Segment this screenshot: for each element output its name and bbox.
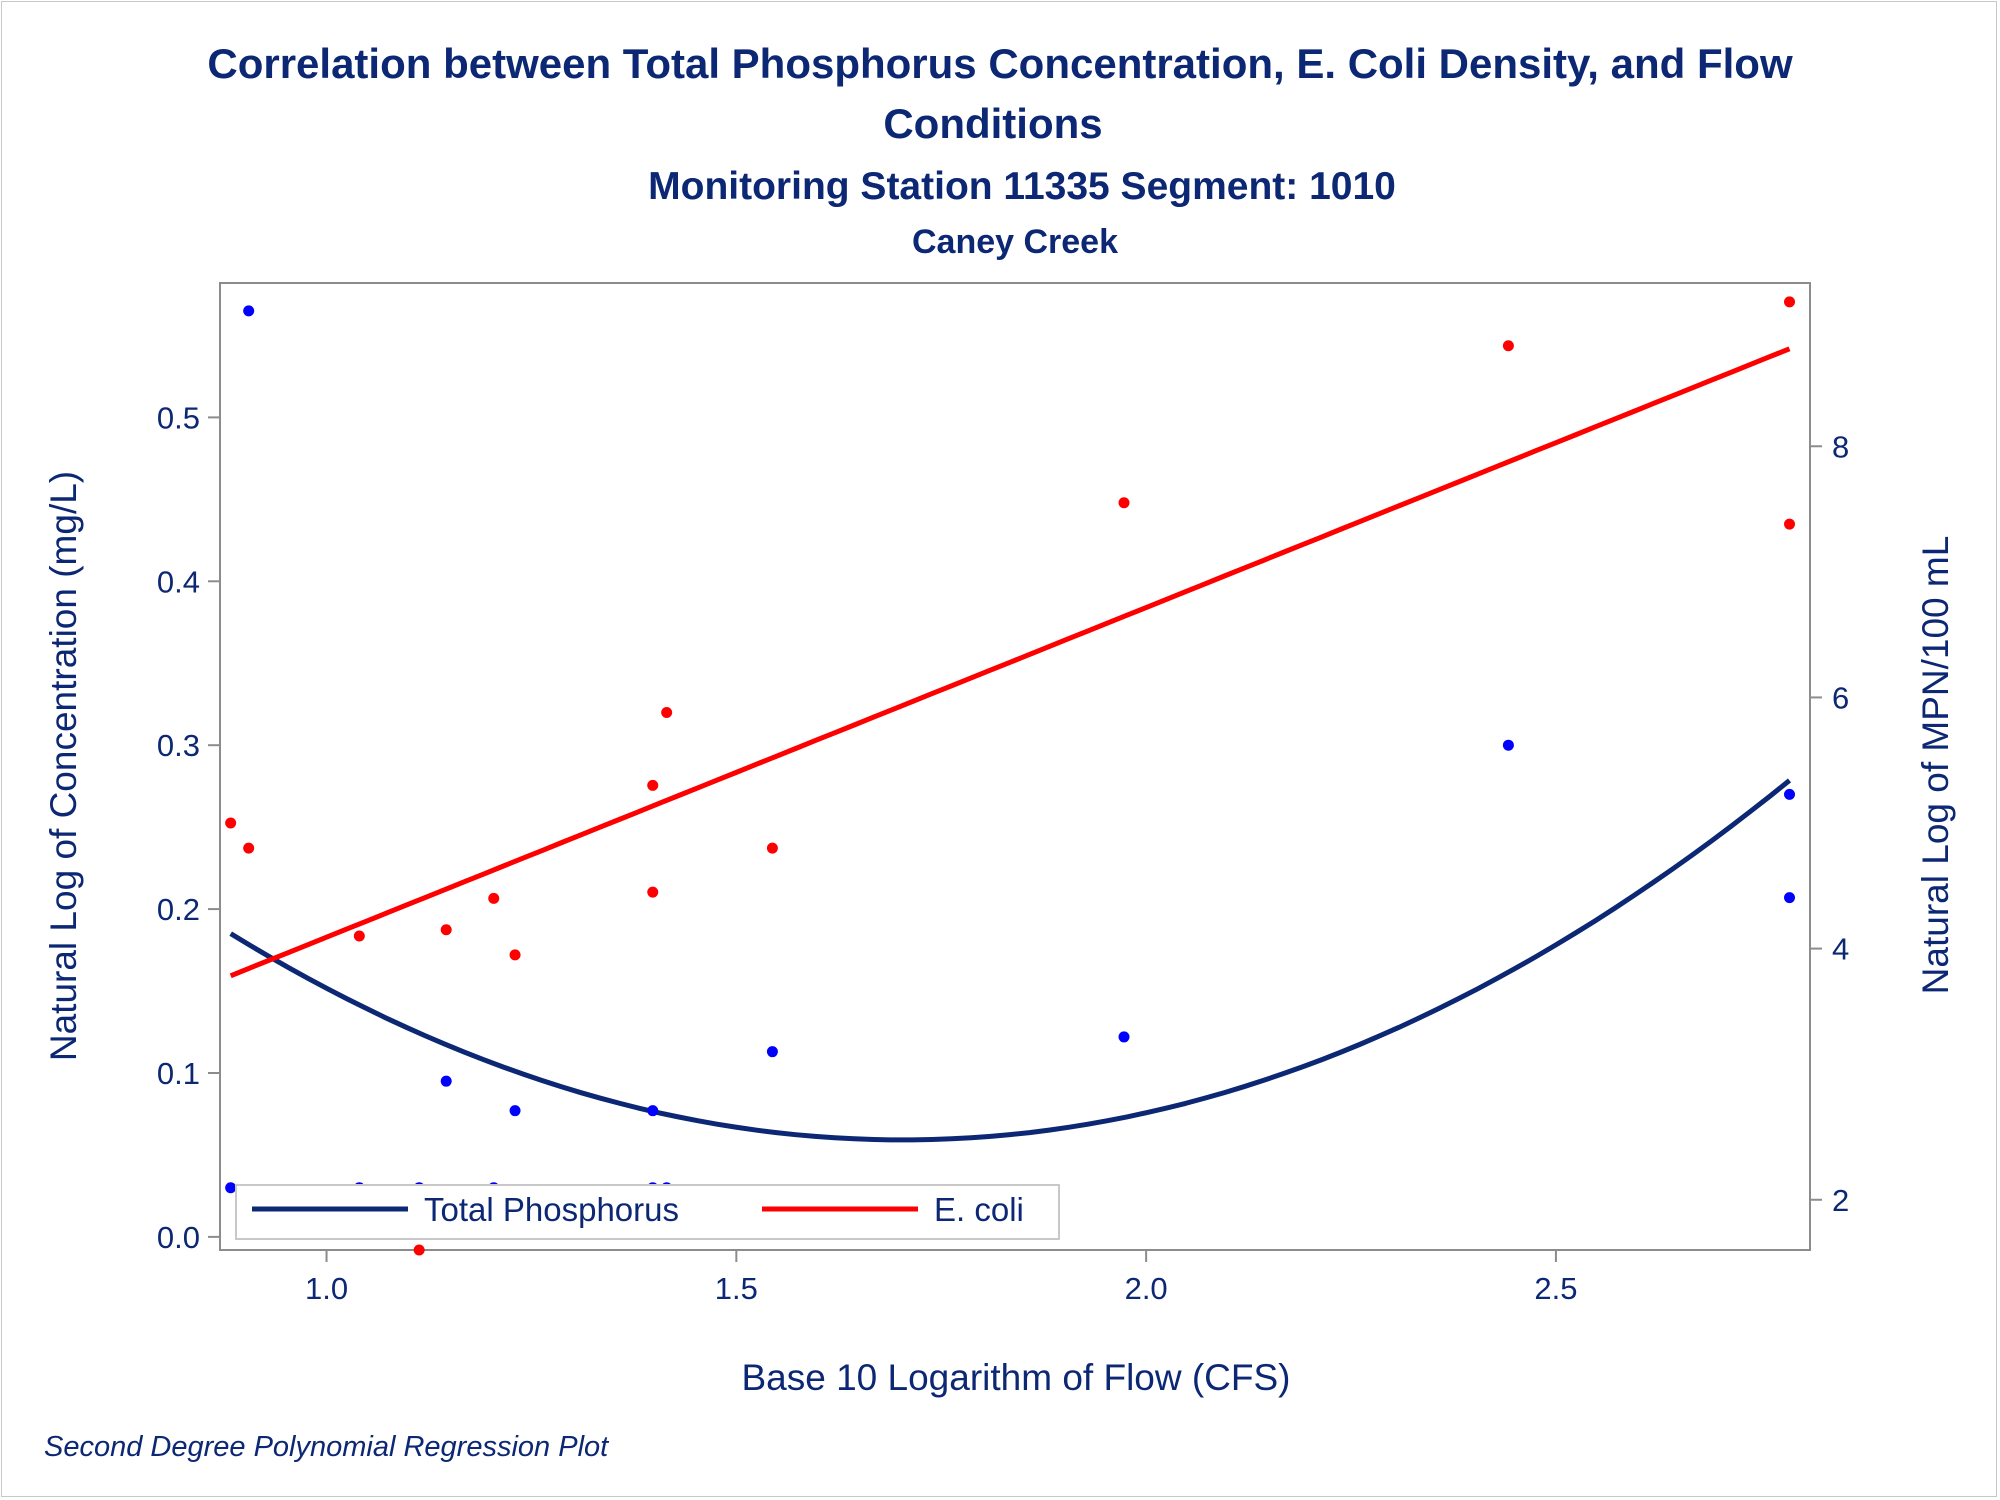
y-left-tick-label: 0.3 <box>157 728 200 763</box>
fit-line-total-phosphorus <box>229 778 1792 1143</box>
data-point-e-coli <box>647 886 659 898</box>
y-axis-left: 0.0 0.1 0.2 0.3 0.4 0.5 <box>157 400 220 1255</box>
data-point-e-coli <box>440 924 452 936</box>
fit-line-e-coli <box>229 346 1791 979</box>
data-point-total-phosphorus <box>225 1182 237 1194</box>
y-axis-right-label: Natural Log of MPN/100 mL <box>1915 536 1956 995</box>
x-tick-label: 1.0 <box>305 1271 348 1306</box>
data-point-e-coli <box>225 817 237 829</box>
data-point-total-phosphorus <box>766 1046 778 1058</box>
legend: Total Phosphorus E. coli <box>235 1184 1060 1240</box>
y-right-tick-label: 2 <box>1832 1183 1849 1218</box>
data-point-e-coli <box>1784 518 1796 530</box>
chart-title: Correlation between Total Phosphorus Con… <box>207 40 1793 87</box>
x-tick-label: 2.5 <box>1534 1271 1577 1306</box>
data-point-total-phosphorus <box>243 305 255 317</box>
x-tick-label: 1.5 <box>715 1271 758 1306</box>
data-point-e-coli <box>353 930 365 942</box>
chart-title-line2: Conditions <box>883 100 1102 147</box>
x-tick-label: 2.0 <box>1125 1271 1168 1306</box>
data-point-total-phosphorus <box>1502 739 1514 751</box>
legend-label-total-phosphorus: Total Phosphorus <box>424 1191 679 1228</box>
legend-label-e-coli: E. coli <box>934 1191 1024 1228</box>
chart-subtitle: Monitoring Station 11335 Segment: 1010 <box>648 165 1396 208</box>
data-point-e-coli <box>661 706 673 718</box>
data-point-e-coli <box>647 779 659 791</box>
y-left-tick-label: 0.4 <box>157 564 200 599</box>
data-point-total-phosphorus <box>1784 892 1796 904</box>
data-point-e-coli <box>766 842 778 854</box>
legend-box <box>235 1184 1060 1240</box>
data-point-e-coli <box>488 892 500 904</box>
data-point-e-coli <box>509 949 521 961</box>
data-point-e-coli <box>243 842 255 854</box>
data-point-e-coli <box>1784 296 1796 308</box>
y-axis-right: 2 4 6 8 <box>1810 429 1849 1218</box>
x-axis-label: Base 10 Logarithm of Flow (CFS) <box>741 1357 1290 1398</box>
data-point-total-phosphorus <box>1118 1031 1130 1043</box>
y-right-tick-label: 8 <box>1832 429 1849 464</box>
y-left-tick-label: 0.1 <box>157 1056 200 1091</box>
data-point-e-coli <box>413 1244 425 1256</box>
y-left-tick-label: 0.2 <box>157 892 200 927</box>
x-axis: 1.0 1.5 2.0 2.5 <box>305 1250 1577 1306</box>
data-point-total-phosphorus <box>1784 788 1796 800</box>
data-point-e-coli <box>1118 497 1130 509</box>
data-point-e-coli <box>1502 340 1514 352</box>
data-point-total-phosphorus <box>647 1105 659 1117</box>
y-left-tick-label: 0.0 <box>157 1220 200 1255</box>
y-left-tick-label: 0.5 <box>157 400 200 435</box>
regression-lines <box>229 346 1792 1143</box>
y-right-tick-label: 4 <box>1832 932 1849 967</box>
chart-subtitle-2: Caney Creek <box>912 223 1118 261</box>
y-axis-left-label: Natural Log of Concentration (mg/L) <box>43 471 84 1061</box>
footnote: Second Degree Polynomial Regression Plot <box>44 1431 610 1463</box>
plot-area <box>219 282 1811 1251</box>
y-right-tick-label: 6 <box>1832 680 1849 715</box>
data-point-total-phosphorus <box>509 1105 521 1117</box>
data-point-total-phosphorus <box>440 1075 452 1087</box>
